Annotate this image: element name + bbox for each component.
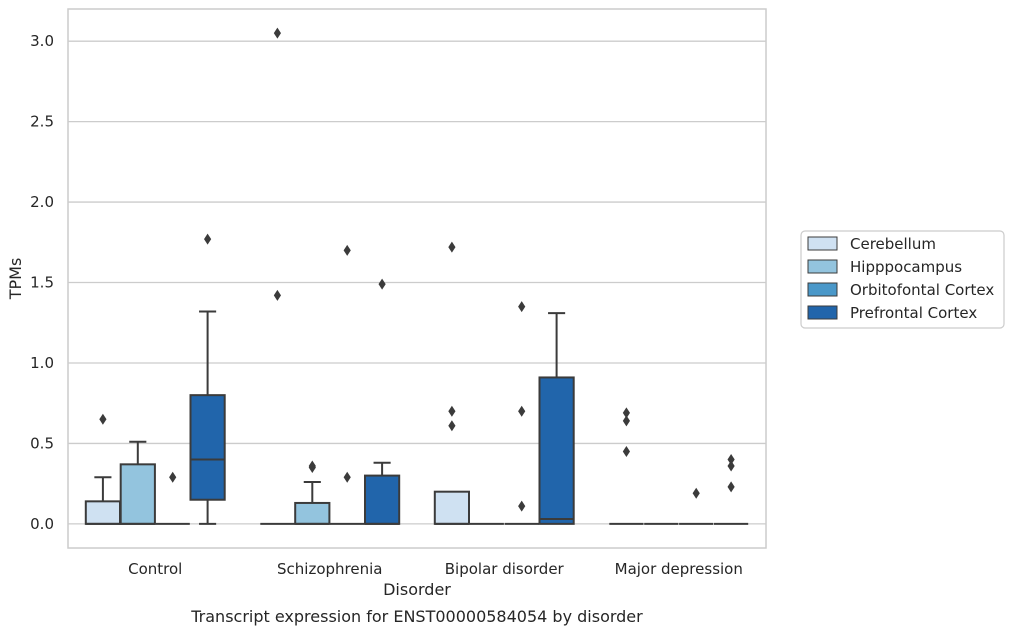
y-tick-label: 1.0 (30, 354, 54, 372)
box (679, 487, 714, 525)
outlier-point (99, 413, 107, 425)
box (294, 460, 331, 525)
y-axis-label: TPMs (6, 258, 25, 301)
y-tick-label: 3.0 (30, 32, 54, 50)
y-tick-label: 2.0 (30, 193, 54, 211)
box (189, 233, 226, 525)
outlier-point (727, 454, 735, 466)
x-axis-ticks: Control Schizophrenia Bipolar disorder Majo… (128, 560, 743, 578)
outlier-point (622, 407, 630, 419)
outlier-point (518, 500, 526, 512)
gridlines (68, 40, 766, 525)
legend-label: Prefrontal Cortex (850, 304, 977, 322)
outlier-point (308, 462, 316, 474)
outlier-point (378, 278, 386, 290)
outlier-point (727, 460, 735, 472)
outlier-point (692, 487, 700, 499)
x-axis-label: Disorder (383, 580, 451, 599)
box (538, 312, 575, 525)
box (119, 440, 156, 525)
box-body (433, 490, 471, 525)
legend-label: Hipppocampus (850, 258, 962, 276)
outlier-point (448, 420, 456, 432)
box (433, 241, 471, 525)
outlier-point (518, 405, 526, 417)
box-body (119, 463, 156, 525)
y-tick-label: 0.0 (30, 515, 54, 533)
outlier-point (273, 27, 281, 39)
outlier-point (622, 445, 630, 457)
box-body (189, 394, 226, 501)
y-tick-label: 0.5 (30, 434, 54, 452)
box (260, 27, 295, 525)
box (84, 413, 122, 525)
outlier-point (169, 471, 177, 483)
box (155, 471, 190, 525)
chart-caption: Transcript expression for ENST0000058405… (190, 607, 643, 626)
legend-label: Cerebellum (850, 235, 936, 253)
outlier-point (204, 233, 212, 245)
box-body (84, 500, 122, 525)
y-tick-label: 2.5 (30, 113, 54, 131)
box (609, 407, 644, 525)
outlier-point (518, 301, 526, 313)
legend-frame (800, 230, 1005, 329)
outlier-point (727, 481, 735, 493)
legend-swatch (807, 236, 838, 251)
y-axis-ticks: 0.0 0.5 1.0 1.5 2.0 2.5 3.0 (30, 32, 54, 533)
legend-swatch (807, 282, 838, 297)
outlier-point (448, 405, 456, 417)
outlier-point (448, 241, 456, 253)
box (713, 454, 749, 525)
outlier-point (343, 244, 351, 256)
x-tick-label: Bipolar disorder (445, 560, 565, 578)
box-body (363, 474, 401, 525)
outlier-point (273, 289, 281, 301)
x-tick-label: Schizophrenia (277, 560, 382, 578)
box (504, 301, 539, 525)
x-tick-label: Major depression (615, 560, 743, 578)
y-tick-label: 1.5 (30, 274, 54, 292)
box-body (538, 376, 575, 525)
legend: Cerebellum Hipppocampus Orbitofontal Corte… (800, 230, 1005, 329)
box-body (294, 501, 331, 525)
box (330, 244, 365, 525)
legend-swatch (807, 259, 838, 274)
x-tick-label: Control (128, 560, 182, 578)
outlier-point (622, 415, 630, 427)
legend-swatch (807, 305, 838, 320)
legend-label: Orbitofontal Cortex (850, 281, 994, 299)
outlier-point (343, 471, 351, 483)
plot-frame (67, 8, 767, 549)
box (363, 278, 401, 525)
box-series (84, 27, 749, 525)
